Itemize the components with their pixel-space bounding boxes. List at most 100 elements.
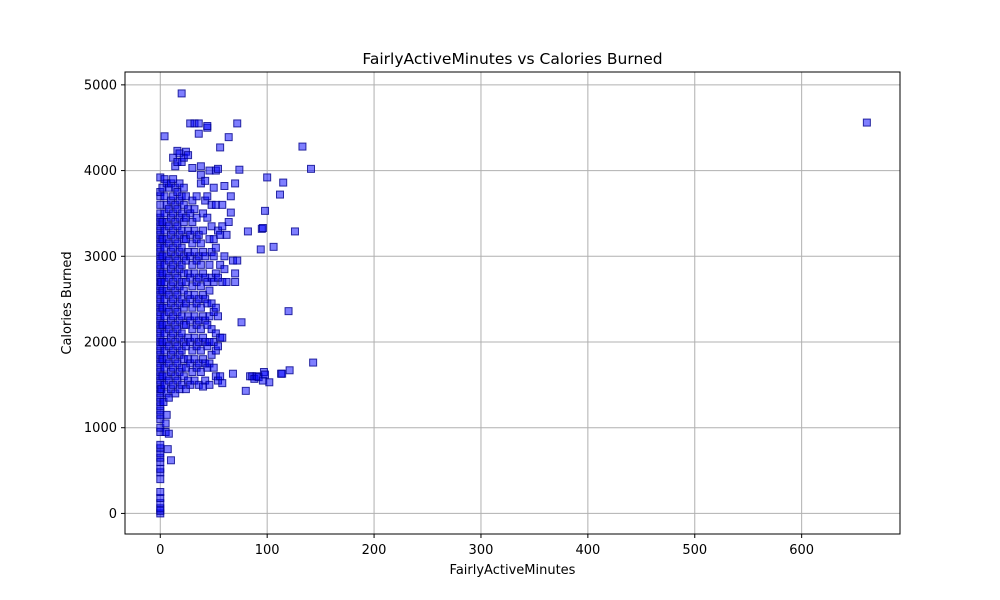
data-point: [216, 260, 225, 269]
data-point: [226, 192, 235, 201]
data-point: [186, 209, 195, 218]
data-point: [279, 178, 288, 187]
data-point: [214, 342, 222, 351]
data-point: [181, 213, 190, 222]
data-point: [160, 243, 169, 252]
data-point: [194, 119, 203, 128]
data-point: [156, 475, 165, 484]
y-tick-label: 2000: [84, 336, 117, 351]
data-point: [171, 389, 180, 398]
data-point: [173, 325, 182, 334]
data-point: [163, 445, 172, 454]
data-point: [160, 363, 169, 372]
data-point: [177, 329, 186, 338]
data-point: [220, 182, 229, 190]
data-point: [177, 260, 186, 269]
data-point: [199, 226, 208, 235]
data-point: [243, 227, 252, 236]
data-point: [160, 226, 169, 235]
data-point: [203, 192, 212, 201]
data-point: [290, 227, 299, 236]
data-point: [214, 273, 222, 282]
data-point: [169, 329, 178, 338]
data-point: [233, 119, 242, 128]
data-point: [160, 260, 169, 269]
data-point: [201, 376, 210, 385]
data-point: [177, 346, 186, 355]
data-point: [214, 164, 222, 173]
data-point: [298, 142, 307, 151]
data-point: [181, 385, 190, 394]
x-tick-label: 600: [789, 543, 814, 558]
data-point: [179, 372, 188, 381]
data-point: [164, 205, 173, 214]
data-point: [164, 308, 173, 316]
data-point: [177, 89, 186, 98]
y-tick-label: 3000: [84, 250, 117, 265]
data-point: [164, 359, 173, 368]
data-point: [226, 208, 235, 217]
data-point: [307, 164, 315, 173]
data-point: [284, 307, 293, 316]
data-point: [161, 419, 170, 428]
data-point: [265, 378, 274, 387]
y-tick-label: 1000: [84, 421, 117, 436]
data-point: [181, 363, 190, 372]
data-point: [164, 429, 173, 438]
data-point: [224, 133, 233, 142]
data-point: [156, 440, 165, 449]
y-tick-label: 5000: [84, 78, 117, 93]
data-point: [862, 118, 871, 127]
data-point: [241, 386, 250, 395]
data-point: [269, 242, 278, 251]
data-point: [188, 239, 197, 248]
data-point: [196, 162, 205, 171]
data-point: [192, 192, 201, 201]
data-point: [160, 380, 169, 389]
data-point: [164, 342, 173, 351]
data-point: [222, 230, 231, 239]
data-point: [156, 464, 165, 473]
data-point: [203, 320, 212, 329]
data-point: [190, 248, 199, 256]
y-tick-label: 0: [109, 507, 117, 522]
data-point: [196, 346, 205, 355]
data-point: [218, 333, 227, 342]
data-point: [164, 273, 173, 282]
x-tick-label: 200: [362, 543, 387, 558]
data-point: [159, 398, 168, 406]
data-point: [160, 132, 169, 141]
data-point: [220, 265, 229, 274]
data-point: [190, 355, 199, 364]
data-point: [222, 278, 231, 286]
x-tick-label: 0: [156, 543, 164, 558]
data-point: [169, 295, 178, 304]
data-point: [188, 303, 197, 312]
data-point: [196, 368, 205, 376]
data-point: [201, 176, 210, 185]
data-point: [169, 380, 178, 389]
data-point: [209, 252, 218, 261]
chart-title: FairlyActiveMinutes vs Calories Burned: [362, 50, 662, 68]
data-point: [186, 252, 195, 261]
data-point: [228, 369, 237, 378]
data-point: [186, 380, 195, 389]
data-point: [207, 325, 216, 334]
data-point: [164, 222, 173, 231]
data-point: [160, 329, 169, 338]
data-point: [173, 273, 182, 282]
data-point: [169, 278, 178, 286]
data-point: [216, 143, 225, 152]
data-point: [218, 200, 227, 209]
data-point: [256, 245, 265, 254]
data-point: [169, 312, 178, 321]
data-point: [188, 325, 197, 334]
data-point: [211, 303, 220, 312]
data-point: [258, 224, 267, 232]
data-point: [166, 456, 175, 465]
data-point: [199, 209, 208, 218]
data-point: [188, 196, 197, 205]
data-point: [205, 380, 214, 389]
data-point: [190, 312, 199, 321]
